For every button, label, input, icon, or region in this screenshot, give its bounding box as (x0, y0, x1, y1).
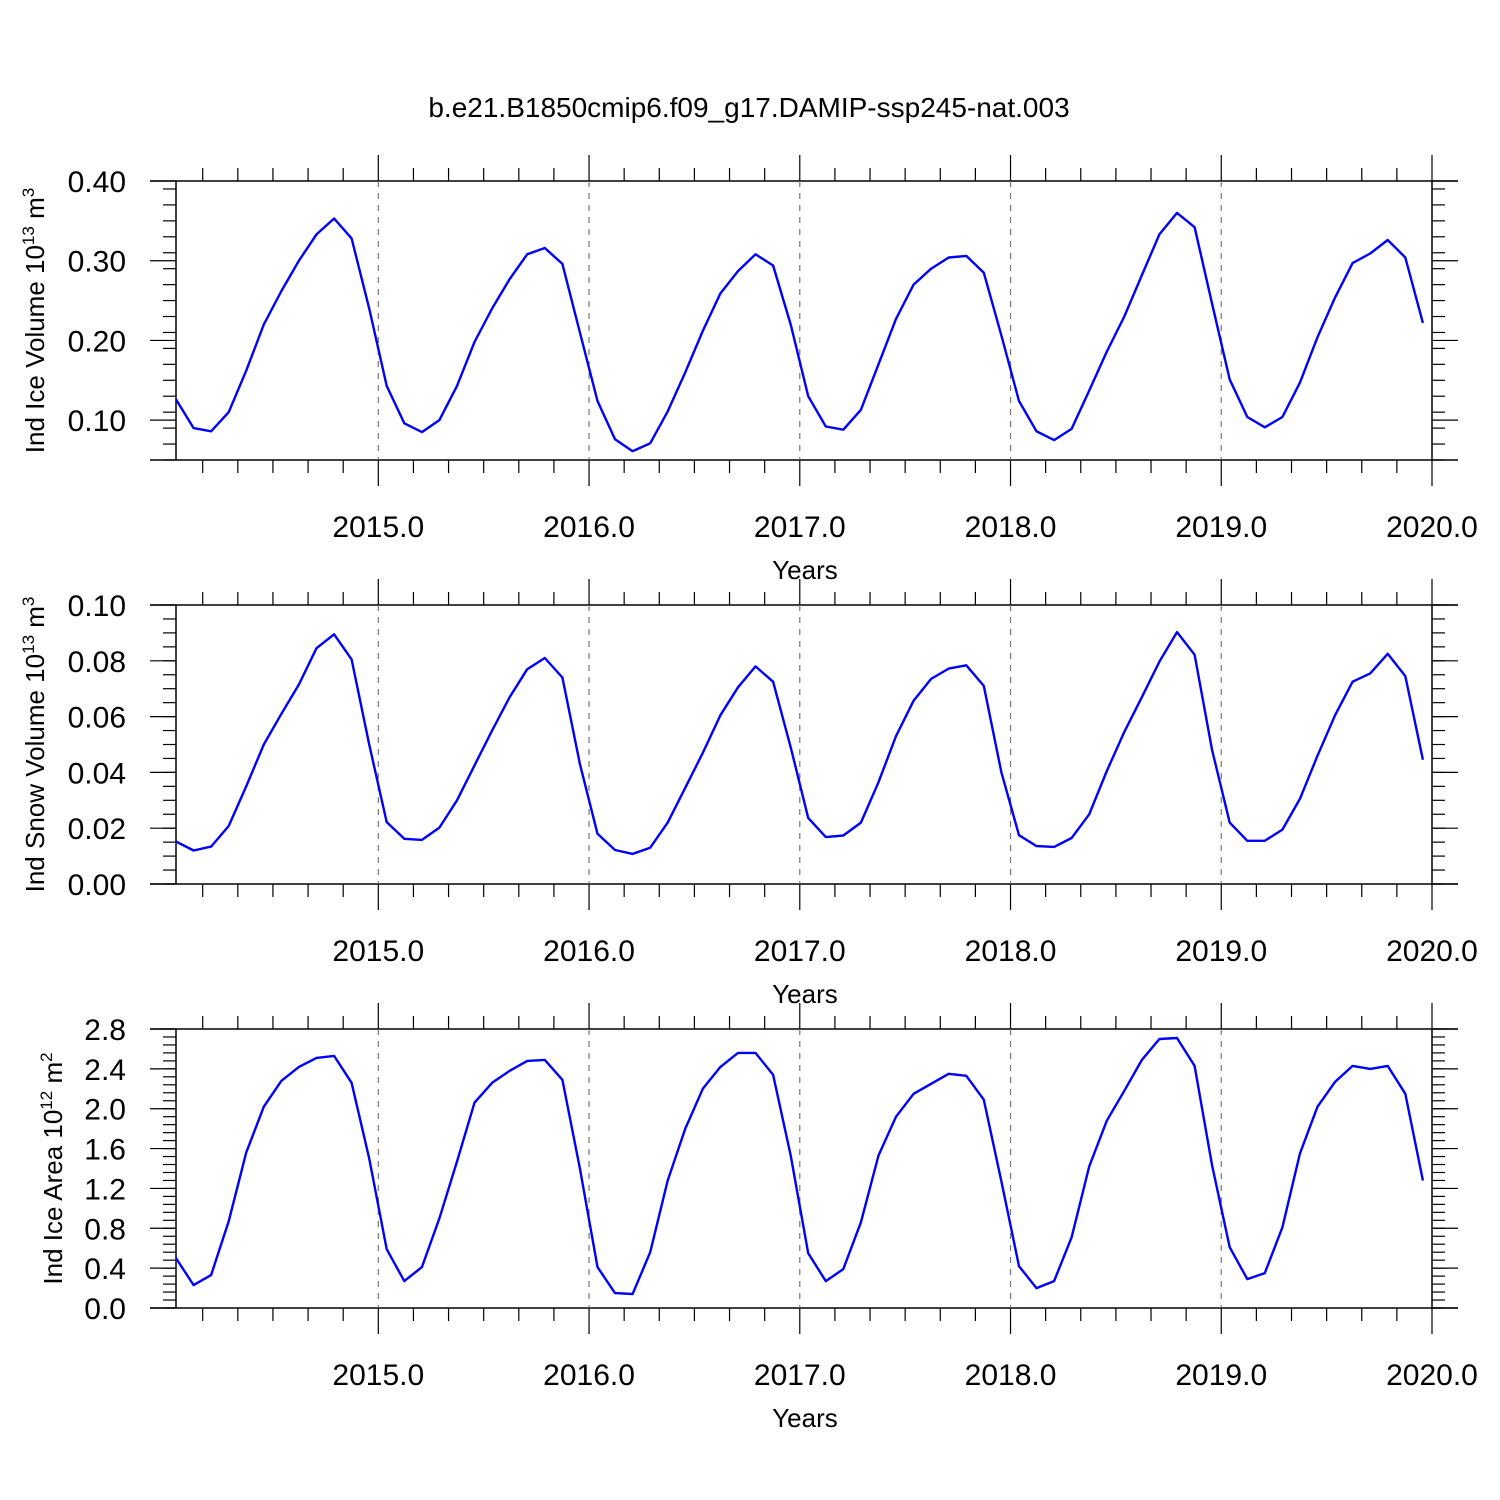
y-axis-title: Ind Ice Area 1012 m2 (37, 1052, 68, 1284)
y-tick-label: 1.2 (84, 1173, 126, 1206)
y-tick-label: 0.00 (68, 869, 126, 902)
x-tick-label: 2019.0 (1175, 935, 1267, 968)
x-tick-label: 2017.0 (754, 511, 846, 544)
x-tick-label: 2020.0 (1386, 935, 1478, 968)
x-tick-label: 2020.0 (1386, 511, 1478, 544)
chart-panel-1: 2015.0 2016.0 2017.0 2018.0 2019.0 2020.0 0.10… (19, 155, 1478, 585)
chart-panels: 2015.0 2016.0 2017.0 2018.0 2019.0 2020.0 0.10… (19, 155, 1478, 1433)
y-tick-label: 0.4 (84, 1253, 126, 1286)
x-axis-title: Years (772, 555, 838, 585)
x-tick-label: 2018.0 (965, 935, 1057, 968)
x-tick-label: 2020.0 (1386, 1359, 1478, 1392)
x-tick-label: 2019.0 (1175, 511, 1267, 544)
y-axis-title: Ind Snow Volume 1013 m3 (19, 597, 50, 893)
y-tick-label: 0.0 (84, 1293, 126, 1326)
y-tick-label: 0.40 (68, 166, 126, 199)
series-line (175, 630, 1425, 856)
chart-panel-3: 2015.0 2016.0 2017.0 2018.0 2019.0 2020.0 0.0 0… (37, 1003, 1478, 1433)
x-tick-label: 2016.0 (543, 511, 635, 544)
y-tick-label: 2.4 (84, 1054, 126, 1087)
y-tick-label: 1.6 (84, 1134, 126, 1167)
y-tick-label: 0.10 (68, 405, 126, 438)
x-axis-title: Years (772, 979, 838, 1009)
y-tick-label: 0.30 (68, 246, 126, 279)
figure-title: b.e21.B1850cmip6.f09_g17.DAMIP-ssp245-na… (428, 92, 1069, 123)
y-tick-label: 0.06 (68, 702, 126, 735)
y-tick-label: 0.20 (68, 325, 126, 358)
x-axis-title: Years (772, 1403, 838, 1433)
x-tick-label: 2018.0 (965, 511, 1057, 544)
x-tick-label: 2018.0 (965, 1359, 1057, 1392)
x-tick-label: 2015.0 (332, 511, 424, 544)
series-line (174, 1036, 1425, 1296)
y-tick-label: 0.04 (68, 757, 126, 790)
x-tick-label: 2017.0 (754, 935, 846, 968)
x-tick-label: 2015.0 (332, 935, 424, 968)
x-tick-label: 2016.0 (543, 935, 635, 968)
y-tick-label: 0.08 (68, 646, 126, 679)
series-line (174, 211, 1425, 453)
y-tick-label: 2.0 (84, 1094, 126, 1127)
y-tick-label: 0.8 (84, 1213, 126, 1246)
y-tick-label: 0.02 (68, 813, 126, 846)
x-tick-label: 2019.0 (1175, 1359, 1267, 1392)
y-axis-title: Ind Ice Volume 1013 m3 (19, 188, 50, 453)
x-tick-label: 2016.0 (543, 1359, 635, 1392)
x-tick-label: 2017.0 (754, 1359, 846, 1392)
y-tick-label: 2.8 (84, 1014, 126, 1047)
y-tick-label: 0.10 (68, 590, 126, 623)
x-tick-label: 2015.0 (332, 1359, 424, 1392)
chart-panel-2: 2015.0 2016.0 2017.0 2018.0 2019.0 2020.0 0.00… (19, 579, 1478, 1009)
